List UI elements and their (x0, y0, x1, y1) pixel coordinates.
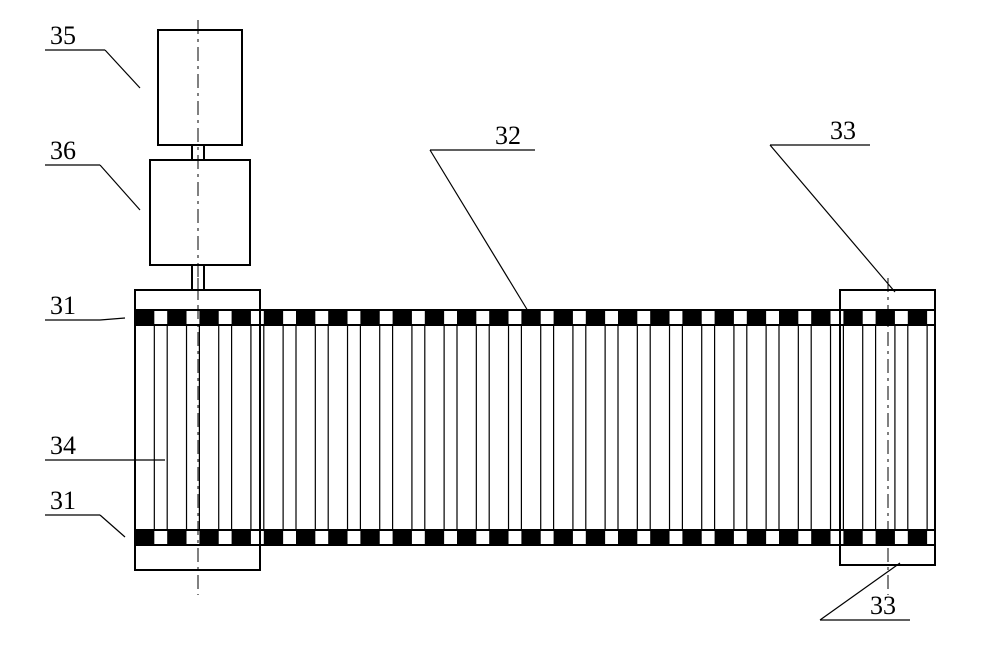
chain-bot-link (167, 530, 186, 545)
chain-top-link (457, 310, 476, 325)
chain-top-link (747, 310, 766, 325)
chain-top-link (586, 310, 605, 325)
chain-bot-link (360, 530, 379, 545)
chain-top-link (650, 310, 669, 325)
chain-bot-link (328, 530, 347, 545)
chain-top-link (618, 310, 637, 325)
chain-bot-link (135, 530, 154, 545)
chain-top-link (779, 310, 798, 325)
chain-bot-link (682, 530, 701, 545)
label-31a: 31 (50, 291, 76, 320)
chain-top-link (811, 310, 830, 325)
chain-bot-link (457, 530, 476, 545)
chain-top-link (425, 310, 444, 325)
chain-top-link (682, 310, 701, 325)
chain-top-link (360, 310, 379, 325)
chain-top-link (296, 310, 315, 325)
motor (158, 30, 242, 145)
label-33b: 33 (870, 591, 896, 620)
gearbox (150, 160, 250, 265)
chain-top-link (167, 310, 186, 325)
chain-top-link (489, 310, 508, 325)
chain-bot-link (650, 530, 669, 545)
chain-bot-link (779, 530, 798, 545)
chain-bot-link (393, 530, 412, 545)
chain-bot-link (199, 530, 218, 545)
chain-top-link (715, 310, 734, 325)
chain-bot-link (843, 530, 862, 545)
chain-bot-link (264, 530, 283, 545)
chain-bot-link (425, 530, 444, 545)
chain-bot-link (586, 530, 605, 545)
chain-bot-link (908, 530, 927, 545)
label-36: 36 (50, 136, 76, 165)
chain-bot-link (489, 530, 508, 545)
chain-bot-link (232, 530, 251, 545)
label-34: 34 (50, 431, 76, 460)
chain-bot-link (618, 530, 637, 545)
chain-bot-link (296, 530, 315, 545)
label-33a: 33 (830, 116, 856, 145)
chain-top-link (843, 310, 862, 325)
chain-top-link (908, 310, 927, 325)
chain-top-link (199, 310, 218, 325)
chain-top-link (264, 310, 283, 325)
chain-bot-link (554, 530, 573, 545)
chain-top-link (135, 310, 154, 325)
chain-top-link (521, 310, 540, 325)
chain-bot-link (715, 530, 734, 545)
chain-bot-link (876, 530, 895, 545)
label-31b: 31 (50, 486, 76, 515)
chain-top-link (328, 310, 347, 325)
chain-bot-link (747, 530, 766, 545)
chain-top-link (876, 310, 895, 325)
chain-bot-link (811, 530, 830, 545)
chain-top-link (393, 310, 412, 325)
label-35: 35 (50, 21, 76, 50)
chain-bot-link (521, 530, 540, 545)
chain-top-link (232, 310, 251, 325)
label-32: 32 (495, 121, 521, 150)
chain-top-link (554, 310, 573, 325)
